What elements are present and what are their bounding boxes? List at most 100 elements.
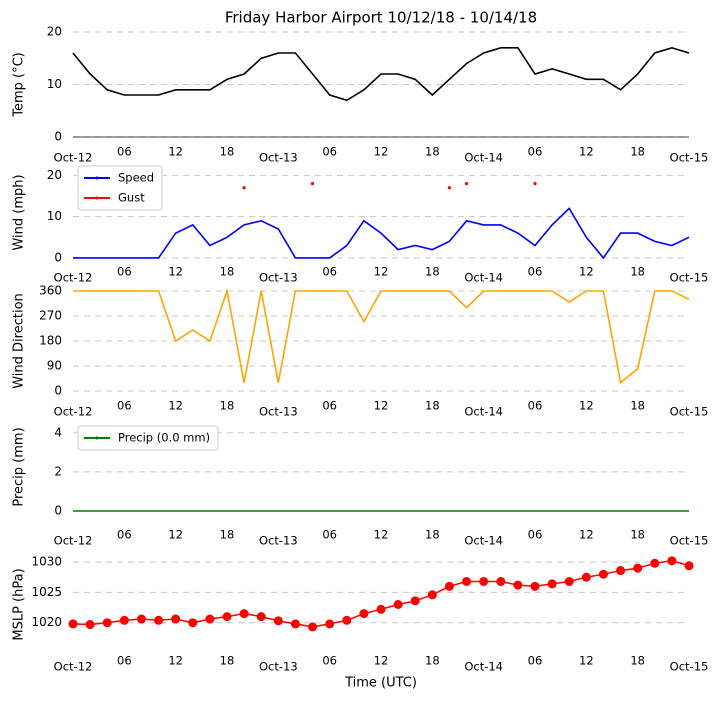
y-axis-label: Wind (mph) <box>12 174 27 250</box>
data-marker <box>188 618 198 628</box>
data-marker <box>496 576 506 586</box>
x-tick-label: 18 <box>630 654 645 668</box>
x-tick-label: 06 <box>322 265 337 279</box>
x-tick-label: 06 <box>322 528 337 542</box>
data-marker <box>136 614 146 624</box>
data-marker <box>154 615 164 625</box>
data-marker <box>359 609 369 619</box>
x-tick-label: 06 <box>322 654 337 668</box>
data-marker <box>581 572 591 582</box>
data-marker <box>222 612 232 622</box>
data-marker <box>444 581 454 591</box>
y-tick-label: 2 <box>54 464 62 478</box>
x-tick-label: 12 <box>168 654 183 668</box>
data-marker <box>564 576 574 586</box>
data-marker <box>68 619 78 629</box>
x-tick-label: 18 <box>425 265 440 279</box>
x-tick-label: 12 <box>374 399 389 413</box>
x-tick-label: Oct-15 <box>670 151 709 165</box>
x-tick-label: 12 <box>374 528 389 542</box>
x-tick-label: Oct-12 <box>54 534 93 548</box>
y-tick-label: 0 <box>54 384 62 398</box>
data-marker <box>376 604 386 614</box>
x-tick-label: 12 <box>374 265 389 279</box>
x-tick-label: 18 <box>630 265 645 279</box>
data-marker <box>616 566 626 576</box>
x-tick-label: 12 <box>579 528 594 542</box>
x-tick-label: 12 <box>579 399 594 413</box>
x-tick-label: 06 <box>528 145 543 159</box>
data-marker <box>308 622 318 632</box>
data-marker <box>273 616 283 626</box>
data-marker <box>633 563 643 573</box>
data-line <box>73 207 690 260</box>
y-axis-label: MSLP (hPa) <box>12 568 27 640</box>
x-tick-label: 06 <box>117 528 132 542</box>
legend-swatch-dot <box>95 176 99 180</box>
y-axis-label: Temp (°C) <box>12 52 27 118</box>
data-marker <box>342 615 352 625</box>
y-tick-label: 0 <box>54 130 62 144</box>
x-tick-label: Oct-14 <box>464 271 503 285</box>
data-line <box>72 560 690 628</box>
y-tick-label: 10 <box>47 77 62 91</box>
data-marker <box>119 615 129 625</box>
x-tick-label: 18 <box>630 399 645 413</box>
data-marker <box>650 558 660 568</box>
x-tick-label: 12 <box>579 654 594 668</box>
y-tick-label: 1030 <box>31 555 62 569</box>
legend-swatch-dot <box>95 436 99 440</box>
x-tick-label: 06 <box>528 399 543 413</box>
x-tick-label: Oct-13 <box>259 405 298 419</box>
y-tick-label: 10 <box>47 209 62 223</box>
x-tick-label: Oct-15 <box>670 534 709 548</box>
x-tick-label: 18 <box>425 654 440 668</box>
data-marker <box>393 600 403 609</box>
data-marker <box>325 619 335 629</box>
data-marker <box>462 576 472 586</box>
x-tick-label: 06 <box>322 145 337 159</box>
y-tick-label: 1020 <box>31 615 62 629</box>
data-marker <box>598 569 608 579</box>
x-tick-label: Oct-15 <box>670 405 709 419</box>
x-tick-label: 06 <box>117 399 132 413</box>
data-marker <box>171 614 181 624</box>
x-tick-label: 18 <box>220 654 235 668</box>
x-tick-label: 18 <box>425 399 440 413</box>
legend-label: Gust <box>118 191 145 205</box>
y-tick-label: 4 <box>54 425 62 439</box>
x-tick-label: 18 <box>220 265 235 279</box>
x-tick-label: 12 <box>579 145 594 159</box>
x-tick-label: Oct-14 <box>464 534 503 548</box>
x-tick-label: 18 <box>425 145 440 159</box>
legend-box <box>77 425 219 451</box>
gust-point <box>533 182 537 186</box>
x-tick-label: 06 <box>528 528 543 542</box>
x-tick-label: 18 <box>630 528 645 542</box>
y-tick-label: 90 <box>47 359 62 373</box>
x-tick-label: Oct-13 <box>259 271 298 285</box>
data-marker <box>427 590 437 600</box>
y-tick-label: 270 <box>39 309 62 323</box>
y-tick-label: 0 <box>54 504 62 518</box>
x-tick-label: Oct-14 <box>464 660 503 674</box>
data-marker <box>239 609 249 619</box>
y-tick-label: 360 <box>39 284 62 298</box>
x-tick-label: 12 <box>374 654 389 668</box>
gust-point <box>310 182 315 186</box>
chart-title: Friday Harbor Airport 10/12/18 - 10/14/1… <box>225 9 537 27</box>
y-tick-label: 0 <box>54 250 62 264</box>
y-tick-label: 20 <box>47 25 62 39</box>
x-tick-label: 18 <box>425 528 440 542</box>
x-tick-label: Oct-12 <box>54 271 93 285</box>
x-tick-label: 18 <box>220 399 235 413</box>
x-tick-label: 12 <box>579 265 594 279</box>
data-marker <box>530 581 540 591</box>
x-axis-label: Time (UTC) <box>344 676 417 691</box>
data-marker <box>513 580 523 590</box>
data-marker <box>256 612 266 622</box>
data-line <box>73 287 690 385</box>
x-tick-label: Oct-13 <box>259 151 298 165</box>
